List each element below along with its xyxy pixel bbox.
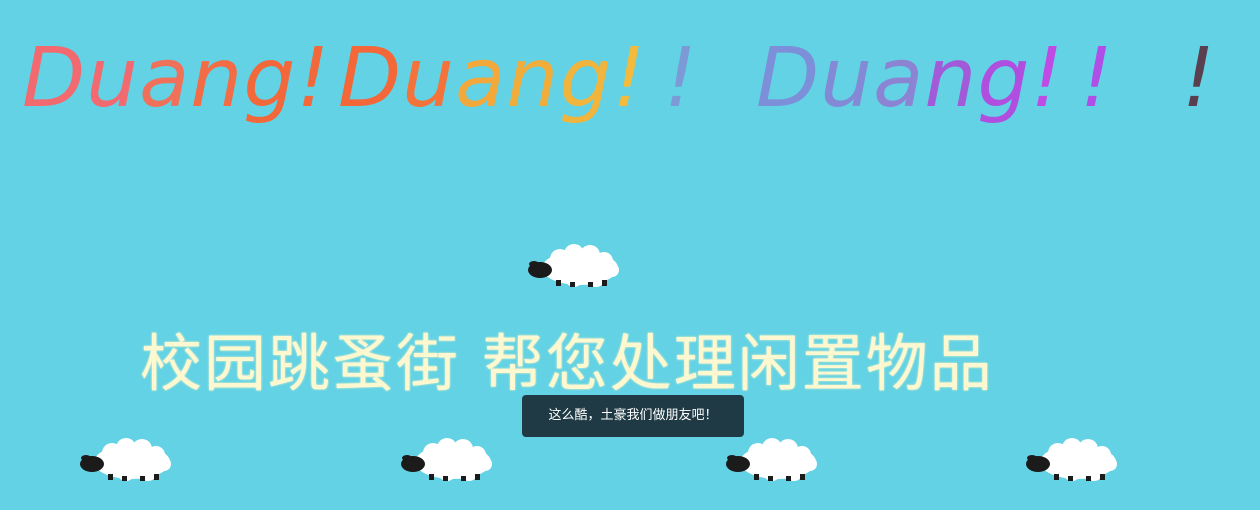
headline-word-5: ! xyxy=(1080,24,1114,134)
headline-word-1: Duang! xyxy=(22,24,330,134)
headline-word-4: Duang! xyxy=(756,24,1064,134)
sheep-icon xyxy=(528,244,619,287)
headline-letter: g xyxy=(559,31,613,126)
headline-letter: D xyxy=(22,31,87,126)
headline-letter: ! xyxy=(612,31,647,126)
headline-letter: ! xyxy=(296,31,331,126)
headline-letter: D xyxy=(756,31,821,126)
headline-letter: u xyxy=(820,31,874,126)
tooltip: 这么酷，土豪我们做朋友吧！ xyxy=(522,395,744,437)
headline-word-2: Duang! xyxy=(338,24,646,134)
headline-letter: u xyxy=(402,31,456,126)
headline-word-3: ! xyxy=(664,24,698,134)
headline-letter: n xyxy=(924,31,978,126)
headline-letter: a xyxy=(455,31,507,126)
tagline: 校园跳蚤街 帮您处理闲置物品 xyxy=(140,327,994,400)
headline: Duang! Duang! ! Duang! ! ! xyxy=(0,24,1260,134)
sheep-icon xyxy=(1026,438,1117,481)
headline-letter: a xyxy=(873,31,925,126)
headline-letter: g xyxy=(977,31,1031,126)
headline-word-6: ! xyxy=(1182,24,1216,134)
sheep-icon xyxy=(401,438,492,481)
headline-letter: ! xyxy=(664,31,698,126)
sheep-icon xyxy=(726,438,817,481)
headline-letter: ! xyxy=(1182,31,1216,126)
sheep-icon xyxy=(80,438,171,481)
headline-letter: D xyxy=(338,31,403,126)
headline-letter: n xyxy=(506,31,560,126)
headline-letter: ! xyxy=(1030,31,1065,126)
headline-letter: g xyxy=(243,31,297,126)
headline-letter: u xyxy=(86,31,140,126)
headline-letter: ! xyxy=(1080,31,1114,126)
headline-letter: a xyxy=(139,31,191,126)
headline-letter: n xyxy=(190,31,244,126)
